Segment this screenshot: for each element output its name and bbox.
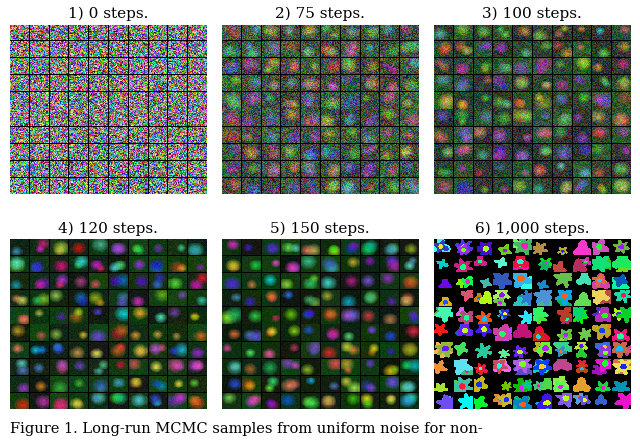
Text: Figure 1. Long-run MCMC samples from uniform noise for non-: Figure 1. Long-run MCMC samples from uni… [10, 422, 483, 436]
Text: 3) 100 steps.: 3) 100 steps. [483, 7, 582, 21]
Text: 2) 75 steps.: 2) 75 steps. [275, 7, 365, 21]
Text: 5) 150 steps.: 5) 150 steps. [270, 221, 370, 236]
Text: 4) 120 steps.: 4) 120 steps. [58, 221, 157, 236]
Text: 1) 0 steps.: 1) 0 steps. [68, 7, 148, 21]
Text: 6) 1,000 steps.: 6) 1,000 steps. [475, 221, 589, 236]
